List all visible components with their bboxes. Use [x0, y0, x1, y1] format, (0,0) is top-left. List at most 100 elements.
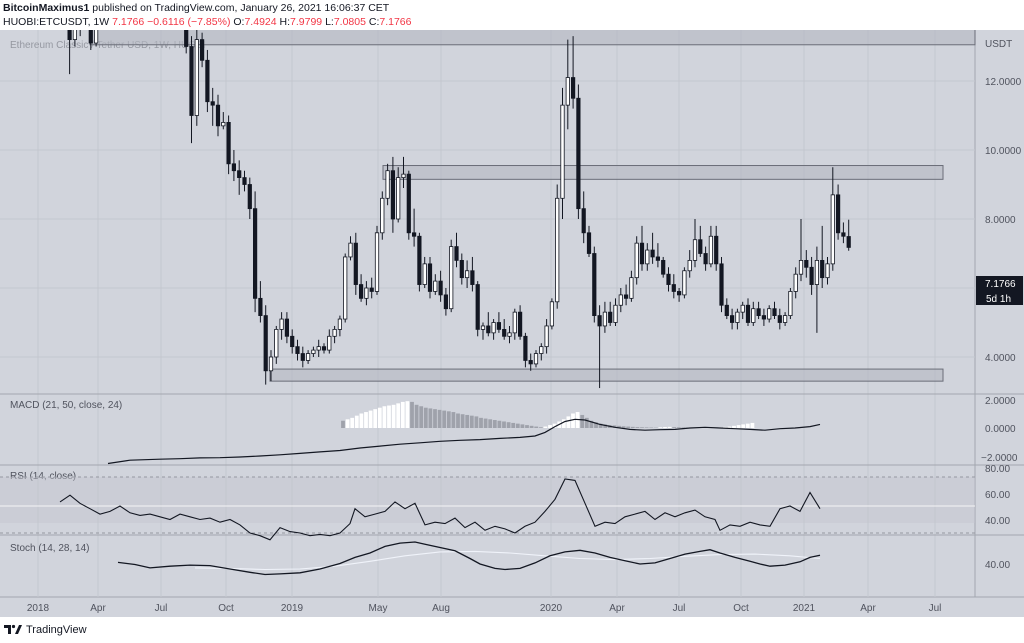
- macd-hist-bar: [460, 414, 465, 428]
- candle-body: [332, 328, 337, 337]
- macd-tick-zero: 0.0000: [985, 424, 1016, 435]
- candle-body: [237, 170, 242, 178]
- chart-header: BitcoinMaximus1 published on TradingView…: [0, 0, 1024, 30]
- macd-hist-bar: [515, 423, 520, 428]
- candle-body: [364, 287, 369, 299]
- candle-body: [549, 301, 555, 327]
- candle-body: [666, 273, 671, 285]
- countdown-label: 5d 1h: [986, 294, 1011, 305]
- time-tick-label: May: [369, 603, 388, 614]
- time-tick-label: Apr: [90, 603, 106, 614]
- macd-hist-bar: [437, 409, 442, 428]
- candle-body: [189, 46, 194, 116]
- macd-tick-high: 2.0000: [985, 396, 1016, 407]
- macd-hist-bar: [552, 423, 557, 428]
- candle-body: [624, 294, 629, 299]
- macd-hist-bar: [630, 426, 635, 428]
- macd-hist-bar: [594, 422, 598, 428]
- macd-hist-bar: [566, 416, 571, 428]
- price-axis-background: [975, 30, 1024, 617]
- macd-hist-bar: [571, 413, 575, 428]
- macd-hist-bar: [732, 425, 736, 428]
- tradingview-brand[interactable]: TradingView: [26, 624, 87, 636]
- publish-line: BitcoinMaximus1 published on TradingView…: [3, 2, 389, 14]
- candle-body: [242, 177, 247, 185]
- candle-body: [290, 335, 295, 348]
- rsi-band: [0, 477, 975, 523]
- candle-body: [735, 311, 740, 323]
- candle-body: [730, 315, 735, 323]
- candle-body: [475, 284, 480, 330]
- macd-hist-bar: [442, 410, 447, 428]
- macd-hist-bar: [410, 401, 414, 428]
- symbol-label[interactable]: HUOBI:ETCUSDT, 1W: [3, 16, 110, 28]
- candle-body: [221, 122, 226, 127]
- macd-hist-bar: [635, 427, 640, 428]
- candle-body: [618, 294, 623, 306]
- macd-hist-bar: [354, 415, 359, 428]
- candle-body: [496, 322, 502, 330]
- macd-hist-bar: [561, 419, 566, 428]
- candle-body: [518, 311, 523, 337]
- candle-body: [385, 170, 390, 199]
- candle-body: [491, 322, 496, 334]
- candle-body: [411, 232, 417, 237]
- macd-hist-bar: [589, 420, 594, 428]
- candle-body: [629, 277, 634, 299]
- candle-body: [247, 184, 252, 210]
- macd-hist-bar: [414, 404, 419, 428]
- time-axis-ticks: 2018 Apr Jul Oct 2019 May Aug 2020 Apr Jul Oct 2021…: [27, 603, 942, 614]
- candle-body: [72, 30, 77, 41]
- candle-body: [523, 335, 528, 361]
- candle-body: [268, 356, 274, 372]
- macd-hist-bar: [511, 422, 516, 428]
- candle-body: [751, 308, 756, 323]
- macd-hist-bar: [359, 413, 364, 428]
- watermark-label: Ethereum Classic / Tether USD, 1W, HUOBI: [10, 40, 205, 51]
- macd-hist-bar: [658, 427, 663, 428]
- candle-body: [258, 297, 263, 317]
- close-value: 7.1766: [379, 16, 412, 28]
- macd-label: MACD (21, 50, close, 24): [10, 400, 122, 411]
- price-axis-unit: USDT: [985, 39, 1012, 50]
- current-price-label: 7.1766: [985, 279, 1016, 290]
- candle-body: [772, 308, 777, 317]
- candle-body: [655, 256, 661, 261]
- candle-body: [205, 59, 210, 103]
- macd-hist-bar: [341, 420, 345, 428]
- candle-body: [300, 353, 305, 361]
- candle-body: [682, 270, 687, 296]
- candle-body: [480, 325, 486, 330]
- candle-body: [645, 249, 650, 265]
- candle-body: [316, 346, 321, 351]
- macd-hist-bar: [548, 425, 552, 428]
- candle-body: [274, 328, 279, 358]
- author-name[interactable]: BitcoinMaximus1: [3, 2, 90, 14]
- time-tick-label: Aug: [432, 603, 450, 614]
- macd-hist-bar: [368, 410, 373, 428]
- candle-body: [571, 77, 576, 99]
- macd-hist-bar: [750, 422, 755, 428]
- price-zone: [382, 165, 944, 180]
- chart-area[interactable]: Ethereum Classic / Tether USD, 1W, HUOBI…: [0, 30, 1024, 617]
- candle-body: [263, 315, 268, 372]
- candle-body: [708, 235, 714, 265]
- candle-body: [767, 308, 772, 320]
- candles: [67, 30, 851, 389]
- time-tick-label: 2021: [793, 603, 816, 614]
- macd-hist-bar: [502, 421, 506, 428]
- candle-body: [231, 163, 236, 172]
- macd-hist-bar: [497, 420, 502, 428]
- candle-body: [459, 259, 464, 279]
- macd-hist-bar: [626, 426, 631, 428]
- candle-body: [374, 232, 380, 292]
- candle-body: [443, 294, 449, 310]
- macd-hist-bar: [663, 426, 667, 428]
- macd-hist-bar: [492, 420, 497, 428]
- time-tick-label: Jul: [673, 603, 686, 614]
- tradingview-logo-icon: [4, 624, 22, 634]
- candle-body: [714, 235, 719, 265]
- candle-body: [321, 346, 327, 351]
- macd-hist-bar: [377, 407, 382, 428]
- candle-body: [279, 318, 284, 330]
